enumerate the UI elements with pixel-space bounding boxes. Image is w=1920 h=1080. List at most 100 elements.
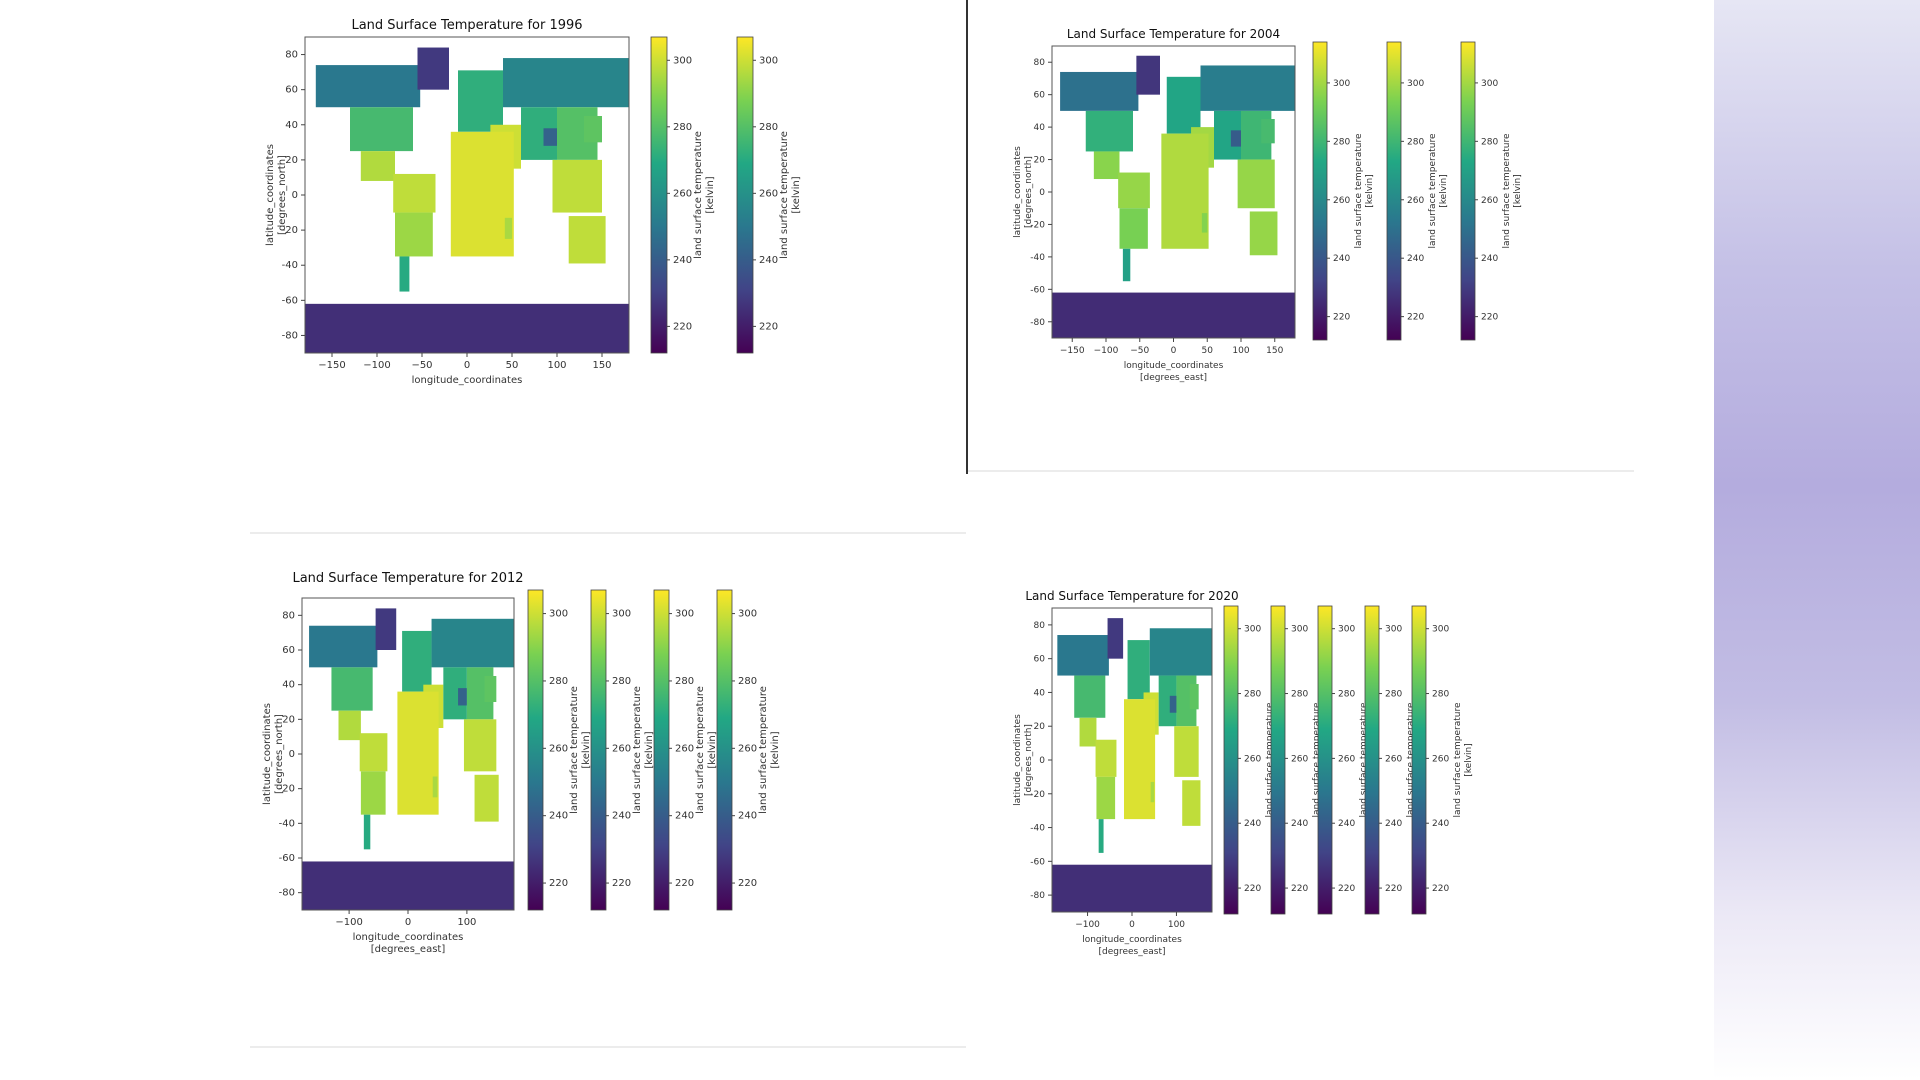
colorbar-label-unit: [kelvin] — [791, 176, 802, 213]
colorbar-tick-label: 240 — [675, 811, 694, 822]
colorbar-tick-label: 240 — [549, 811, 568, 822]
colorbar-label: land surface temperature[kelvin] — [1502, 133, 1523, 248]
colorbar-label-name: land surface temperature — [1265, 702, 1275, 817]
colorbar-tick-label: 300 — [1385, 625, 1402, 635]
land-temperature-cell — [1096, 776, 1116, 820]
colorbar — [1411, 605, 1427, 915]
background-gradient — [1714, 0, 1920, 1080]
colorbar-tick-label: 260 — [673, 188, 692, 199]
colorbar-tick-label: 260 — [1333, 196, 1350, 206]
x-tick-label: 100 — [457, 917, 476, 928]
colorbar — [1317, 605, 1333, 915]
y-tick-label: -40 — [279, 818, 295, 829]
y-tick-label: -40 — [282, 260, 298, 271]
x-tick-label: 0 — [405, 917, 411, 928]
colorbar-tick-label: 240 — [1338, 819, 1355, 829]
chart-title: Land Surface Temperature for 2012 — [292, 571, 523, 586]
land-temperature-cell — [1136, 55, 1160, 95]
colorbar-tick-label: 260 — [1385, 754, 1402, 764]
y-tick-label: -20 — [1030, 790, 1045, 800]
y-tick-label: 0 — [1039, 756, 1045, 766]
colorbar-tick-label: 300 — [675, 609, 694, 620]
land-temperature-cell — [309, 625, 378, 668]
colorbar-tick-label: 300 — [759, 55, 778, 66]
colorbar — [1386, 41, 1402, 341]
colorbar-tick-label: 260 — [549, 743, 568, 754]
map-plot-group — [1052, 55, 1295, 338]
land-temperature-cell — [338, 710, 361, 741]
chart-title: Land Surface Temperature for 1996 — [351, 18, 582, 33]
colorbar-label: land surface temperature[kelvin] — [779, 131, 802, 259]
land-temperature-cell — [463, 719, 497, 772]
x-tick-label: 50 — [506, 360, 519, 371]
y-tick-label: 0 — [1039, 188, 1045, 198]
y-tick-label: -60 — [1030, 285, 1045, 295]
land-temperature-cell — [1150, 781, 1155, 803]
chart-2004: Land Surface Temperature for 2004 80 60 40 2… — [1013, 27, 1523, 383]
chart-2012: Land Surface Temperature for 2012 80 60 40 2… — [262, 571, 781, 955]
colorbar-tick-label: 280 — [612, 676, 631, 687]
colorbar-label-name: land surface temperature — [1453, 702, 1463, 817]
colorbar-tick-label: 240 — [1481, 254, 1498, 264]
land-temperature-cell — [397, 691, 439, 815]
land-temperature-cell — [1119, 208, 1148, 249]
colorbar-tick-label: 220 — [1291, 884, 1308, 894]
y-axis-label-name: latitude_coordinates — [1013, 146, 1023, 238]
y-axis-label: latitude_coordinates[degrees_north] — [262, 703, 285, 805]
chart-title: Land Surface Temperature for 2020 — [1025, 590, 1238, 603]
land-temperature-cell — [458, 688, 467, 706]
colorbar-label-name: land surface temperature — [1406, 702, 1416, 817]
colorbar — [1312, 41, 1328, 341]
land-temperature-cell — [350, 107, 413, 152]
colorbar-tick-label: 220 — [1385, 884, 1402, 894]
chart-1996: Land Surface Temperature for 1996 80 60 40 2… — [265, 18, 802, 386]
x-tick-label: −100 — [363, 360, 390, 371]
colorbar-label-name: land surface temperature — [569, 686, 580, 814]
colorbar-tick-label: 260 — [1338, 754, 1355, 764]
colorbar-tick-label: 220 — [612, 878, 631, 889]
horizontal-divider-top — [250, 532, 966, 534]
y-tick-label: 60 — [1034, 655, 1046, 665]
land-temperature-cell — [1118, 172, 1150, 209]
land-temperature-cell — [504, 217, 512, 239]
y-axis-label-unit: [degrees_north] — [274, 714, 285, 794]
colorbar — [1460, 41, 1476, 341]
land-temperature-cell — [375, 608, 397, 650]
y-tick-label: -40 — [1030, 824, 1045, 834]
land-temperature-cell — [1127, 640, 1150, 700]
land-temperature-cell — [431, 618, 514, 668]
land-temperature-cell — [1085, 110, 1133, 152]
colorbar-tick-label: 300 — [1432, 625, 1449, 635]
y-tick-label: 40 — [1034, 123, 1046, 133]
land-temperature-cell — [1249, 211, 1278, 256]
x-axis-label: longitude_coordinates — [1124, 361, 1224, 371]
y-tick-label: -40 — [1030, 253, 1045, 263]
colorbar — [653, 589, 670, 911]
x-tick-label: −150 — [318, 360, 345, 371]
colorbar-label: land surface temperature[kelvin] — [632, 686, 655, 814]
colorbar-tick-label: 260 — [612, 743, 631, 754]
colorbar — [716, 589, 733, 911]
y-axis-label: latitude_coordinates[degrees_north] — [265, 144, 288, 246]
y-tick-label: -60 — [279, 853, 295, 864]
y-tick-label: 40 — [282, 680, 295, 691]
y-tick-label: 80 — [1034, 58, 1046, 68]
colorbar-tick-label: 220 — [1432, 884, 1449, 894]
colorbar-tick-label: 260 — [759, 188, 778, 199]
y-tick-label: 20 — [282, 714, 295, 725]
y-tick-label: 60 — [282, 645, 295, 656]
land-temperature-cell — [1093, 151, 1120, 180]
x-axis-label-unit: [degrees_east] — [371, 944, 446, 955]
colorbar-label-name: land surface temperature — [693, 131, 704, 259]
colorbar-tick-label: 260 — [738, 743, 757, 754]
land-temperature-cell — [1237, 159, 1275, 209]
y-tick-label: 0 — [292, 190, 298, 201]
land-temperature-cell — [1166, 76, 1201, 134]
land-temperature-cell — [402, 630, 432, 692]
land-temperature-cell — [458, 70, 503, 132]
land-temperature-cell — [474, 774, 499, 822]
x-tick-label: 0 — [1129, 920, 1135, 930]
y-axis-label-unit: [degrees_north] — [1024, 156, 1034, 228]
land-temperature-cell — [1200, 65, 1295, 111]
colorbar-label-name: land surface temperature — [1428, 133, 1438, 248]
